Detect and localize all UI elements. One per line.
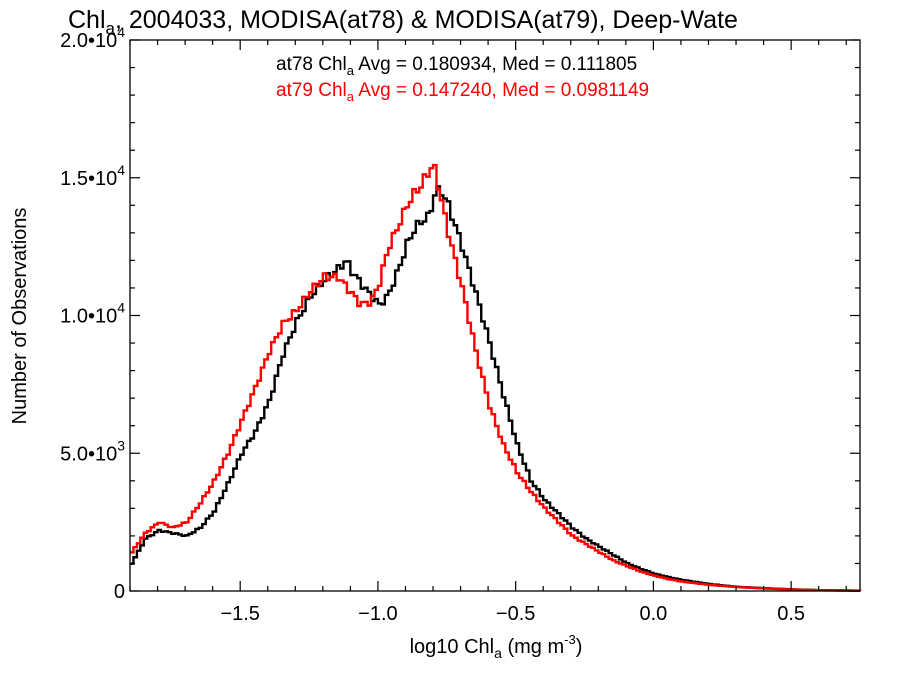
title-prefix: Chl [68, 6, 106, 34]
annotation-at78: at78 Chla Avg = 0.180934, Med = 0.111805 [276, 54, 637, 78]
y-tick-mantissa: 1.5•10 [60, 168, 117, 190]
x-label-subscript: a [494, 645, 502, 661]
annotation-at79-pre: at79 Chl [276, 80, 347, 101]
y-tick-exponent: 4 [117, 24, 125, 40]
x-label-superscript: -3 [564, 632, 576, 647]
series-line-0 [130, 185, 862, 592]
y-tick-exponent: 4 [117, 162, 125, 178]
y-tick-label: 1.5•104 [60, 162, 125, 190]
tick-layer [129, 39, 860, 592]
y-tick-label: 1.0•104 [60, 300, 125, 328]
y-tick-exponent: 4 [117, 300, 125, 316]
y-tick-mantissa: 2.0•10 [60, 30, 117, 52]
x-tick-label: −1.5 [220, 603, 259, 625]
y-tick-label: 5.0•103 [60, 437, 125, 465]
annotation-at79-sub: a [347, 89, 355, 104]
y-axis-label: Number of Observations [9, 208, 31, 425]
y-tick-mantissa: 1.0•10 [60, 306, 117, 328]
annotation-at78-sub: a [347, 63, 355, 78]
x-tick-label: −1.0 [358, 603, 397, 625]
y-tick-label: 2.0•104 [60, 24, 125, 52]
plot-frame [129, 39, 861, 592]
annotation-at78-pre: at78 Chl [276, 54, 347, 75]
annotation-at79: at79 Chla Avg = 0.147240, Med = 0.098114… [276, 80, 649, 104]
annotation-at78-post: Avg = 0.180934, Med = 0.111805 [354, 54, 637, 75]
chart-title: Chla, 2004033, MODISA(at78) & MODISA(at7… [68, 6, 738, 38]
title-rest: , 2004033, MODISA(at78) & MODISA(at79), … [115, 6, 738, 34]
x-label-prefix: log10 Chl [410, 636, 495, 658]
x-tick-label: 0.0 [639, 603, 667, 625]
y-tick-exponent: 3 [117, 437, 125, 453]
x-tick-label: 0.5 [777, 603, 805, 625]
x-label-suffix: ) [576, 636, 583, 658]
x-tick-label: −0.5 [496, 603, 535, 625]
series-layer [130, 163, 862, 592]
y-tick-mantissa: 5.0•10 [60, 443, 117, 465]
y-tick-label: 0 [114, 581, 125, 603]
title-subscript: a [106, 19, 116, 38]
series-line-1 [130, 163, 862, 592]
x-label-mid: (mg m [502, 636, 564, 658]
y-tick-mantissa: 0 [114, 581, 125, 603]
ticklabel-layer: −1.5 −1.0 −0.5 0.0 0.505.0•1031.0•1041.5•104… [60, 24, 805, 625]
x-axis-label: log10 Chla (mg m-3) [410, 632, 583, 661]
annotation-at79-post: Avg = 0.147240, Med = 0.0981149 [354, 80, 649, 101]
